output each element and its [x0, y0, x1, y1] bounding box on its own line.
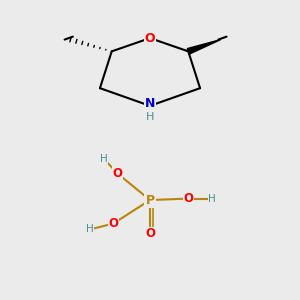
Text: P: P	[146, 194, 154, 207]
Text: N: N	[145, 97, 155, 110]
Text: H: H	[146, 112, 154, 122]
Text: O: O	[145, 32, 155, 45]
Text: H: H	[100, 154, 108, 164]
Text: O: O	[108, 217, 118, 230]
Text: O: O	[183, 192, 193, 205]
Text: O: O	[145, 227, 155, 240]
Text: H: H	[208, 194, 216, 204]
Text: O: O	[112, 167, 123, 180]
Text: H: H	[86, 224, 94, 235]
Polygon shape	[187, 40, 221, 54]
